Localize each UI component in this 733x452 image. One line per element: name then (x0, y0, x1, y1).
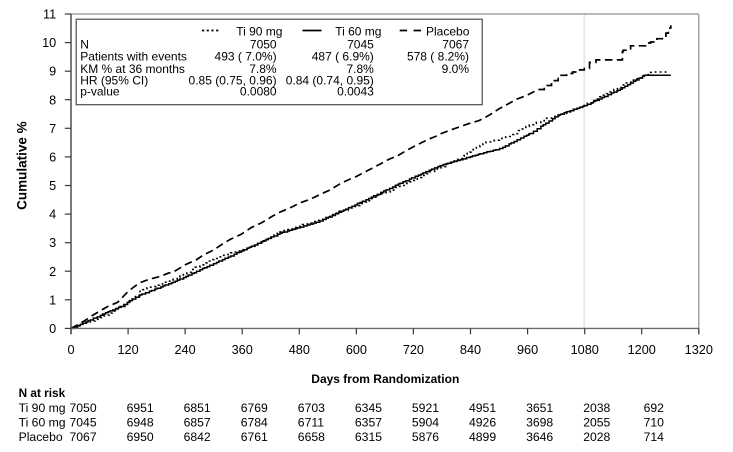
svg-text:1: 1 (49, 293, 56, 307)
svg-text:6315: 6315 (355, 430, 382, 444)
svg-text:240: 240 (175, 343, 196, 357)
svg-text:7045: 7045 (347, 38, 374, 52)
svg-text:2055: 2055 (583, 415, 610, 429)
svg-text:6658: 6658 (298, 430, 325, 444)
svg-text:3698: 3698 (526, 415, 553, 429)
svg-text:0.0080: 0.0080 (240, 84, 277, 98)
svg-text:7050: 7050 (250, 38, 277, 52)
svg-text:360: 360 (232, 343, 253, 357)
svg-text:4: 4 (49, 208, 56, 222)
svg-text:487 ( 6.9%): 487 ( 6.9%) (312, 50, 374, 64)
svg-text:5921: 5921 (412, 401, 439, 415)
svg-text:1200: 1200 (628, 343, 656, 357)
svg-text:692: 692 (644, 401, 665, 415)
svg-text:KM % at 36 months: KM % at 36 months (80, 62, 185, 76)
svg-text:0: 0 (67, 343, 74, 357)
svg-text:8: 8 (49, 93, 56, 107)
svg-text:5904: 5904 (412, 415, 439, 429)
svg-text:7067: 7067 (442, 38, 469, 52)
svg-text:3646: 3646 (526, 430, 553, 444)
svg-text:1320: 1320 (685, 343, 713, 357)
svg-text:7: 7 (49, 122, 56, 136)
svg-text:7050: 7050 (70, 401, 97, 415)
svg-text:960: 960 (517, 343, 538, 357)
svg-text:6711: 6711 (298, 415, 324, 429)
svg-text:720: 720 (403, 343, 424, 357)
svg-text:5: 5 (49, 179, 56, 193)
svg-text:0.84 (0.74, 0.95): 0.84 (0.74, 0.95) (286, 74, 374, 88)
svg-text:N: N (80, 38, 89, 52)
svg-text:Ti 90 mg: Ti 90 mg (236, 24, 282, 38)
svg-text:6842: 6842 (184, 430, 211, 444)
svg-text:578 ( 8.2%): 578 ( 8.2%) (407, 50, 469, 64)
svg-text:9: 9 (49, 65, 56, 79)
svg-text:4926: 4926 (469, 415, 496, 429)
svg-text:714: 714 (644, 430, 665, 444)
svg-text:0.0043: 0.0043 (337, 84, 374, 98)
svg-text:Ti 60 mg: Ti 60 mg (19, 415, 66, 429)
svg-text:HR (95% CI): HR (95% CI) (80, 74, 148, 88)
svg-text:5876: 5876 (412, 430, 439, 444)
svg-text:2038: 2038 (583, 401, 610, 415)
svg-text:N at risk: N at risk (19, 386, 66, 400)
svg-text:493 ( 7.0%): 493 ( 7.0%) (215, 50, 277, 64)
svg-text:Days from Randomization: Days from Randomization (311, 372, 459, 386)
svg-text:p-value: p-value (80, 84, 120, 98)
svg-text:9.0%: 9.0% (442, 62, 470, 76)
svg-text:6: 6 (49, 151, 56, 165)
svg-text:2028: 2028 (583, 430, 610, 444)
svg-text:0.85 (0.75, 0.96): 0.85 (0.75, 0.96) (189, 74, 277, 88)
svg-text:Patients with events: Patients with events (80, 50, 187, 64)
svg-text:3: 3 (49, 236, 56, 250)
svg-text:6951: 6951 (127, 401, 154, 415)
svg-text:6703: 6703 (298, 401, 325, 415)
svg-text:1080: 1080 (571, 343, 599, 357)
svg-text:480: 480 (289, 343, 310, 357)
svg-text:6851: 6851 (184, 401, 211, 415)
svg-text:710: 710 (644, 415, 665, 429)
svg-text:2: 2 (49, 265, 56, 279)
svg-text:7.8%: 7.8% (346, 62, 374, 76)
svg-text:Ti 90 mg: Ti 90 mg (19, 401, 66, 415)
svg-text:Ti 60 mg: Ti 60 mg (335, 24, 381, 38)
svg-text:Placebo: Placebo (426, 24, 470, 38)
svg-text:600: 600 (346, 343, 367, 357)
svg-text:4951: 4951 (469, 401, 496, 415)
svg-text:6784: 6784 (241, 415, 268, 429)
svg-text:6761: 6761 (241, 430, 268, 444)
svg-text:6948: 6948 (127, 415, 154, 429)
svg-text:0: 0 (49, 322, 56, 336)
svg-text:6769: 6769 (241, 401, 268, 415)
svg-text:7.8%: 7.8% (249, 62, 277, 76)
svg-text:120: 120 (118, 343, 139, 357)
svg-text:3651: 3651 (526, 401, 553, 415)
svg-text:7045: 7045 (70, 415, 97, 429)
svg-text:840: 840 (460, 343, 481, 357)
svg-text:6857: 6857 (184, 415, 211, 429)
svg-text:7067: 7067 (70, 430, 97, 444)
svg-text:4899: 4899 (469, 430, 496, 444)
svg-text:Placebo: Placebo (19, 430, 63, 444)
svg-text:Cumulative %: Cumulative % (15, 121, 30, 210)
svg-text:10: 10 (42, 36, 56, 50)
svg-text:11: 11 (43, 8, 56, 22)
svg-text:6345: 6345 (355, 401, 382, 415)
svg-text:6950: 6950 (127, 430, 154, 444)
svg-text:6357: 6357 (355, 415, 382, 429)
